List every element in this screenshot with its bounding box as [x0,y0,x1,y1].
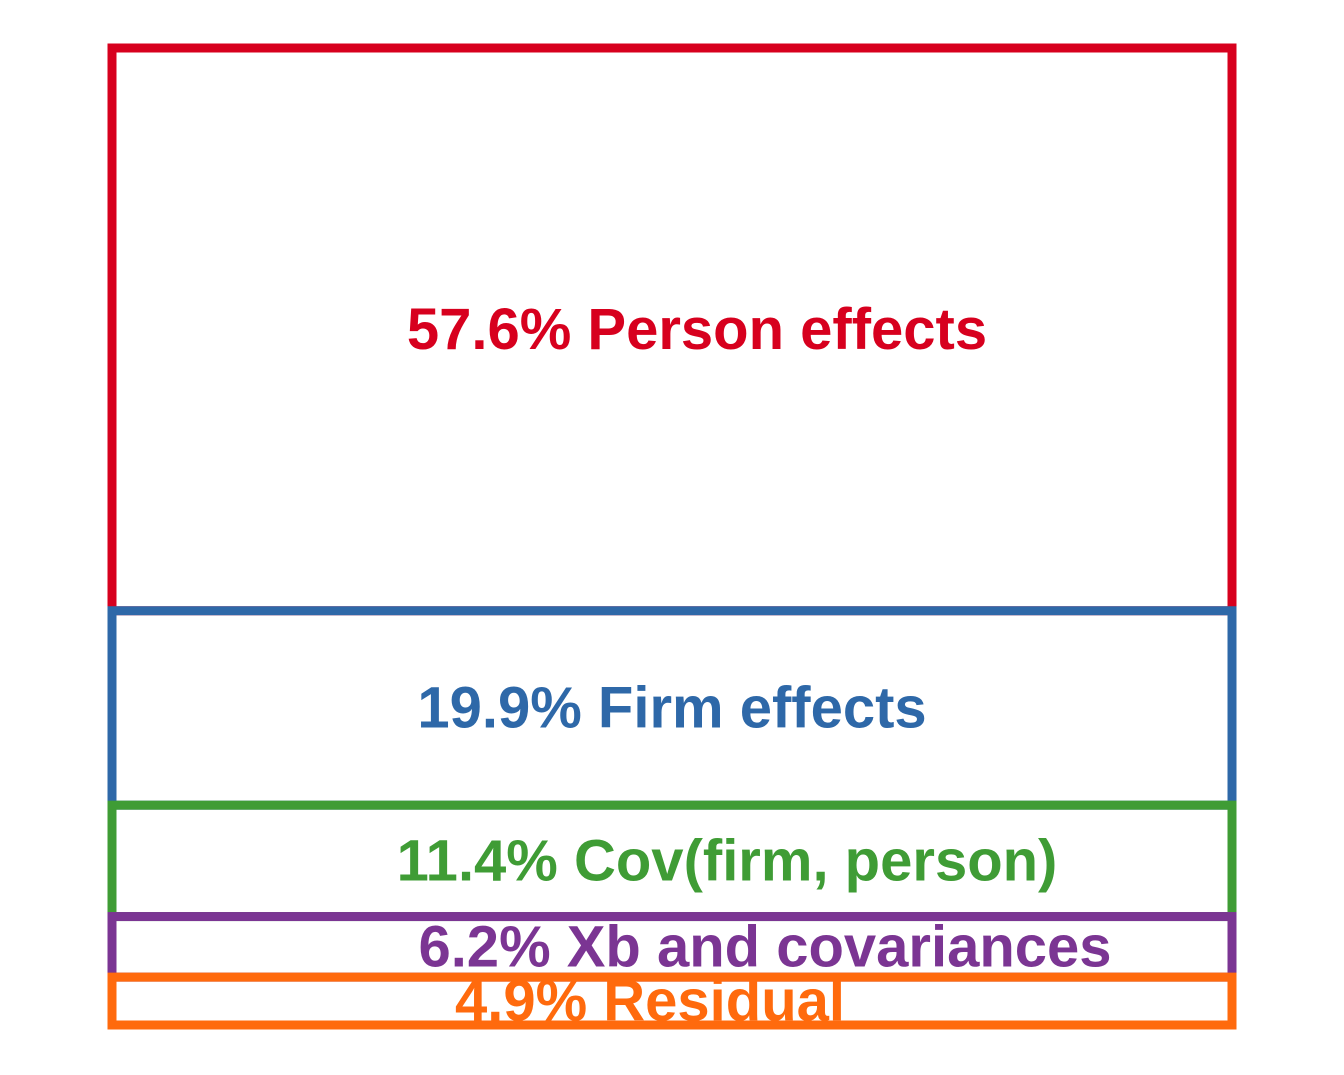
segments-group [107,43,1237,1030]
segment-label-3: 11.4% Cov(firm, person) [397,828,1058,893]
segment-label-5: 4.9% Residual [455,969,845,1034]
segment-label-2: 19.9% Firm effects [417,675,926,740]
segment-label-4: 6.2% Xb and covariances [418,914,1111,979]
segment-box-5 [107,972,1237,1030]
segment-label-1: 57.6% Person effects [407,297,987,362]
labels-group: 57.6% Person effects 19.9% Firm effects 11… [397,297,1112,1034]
